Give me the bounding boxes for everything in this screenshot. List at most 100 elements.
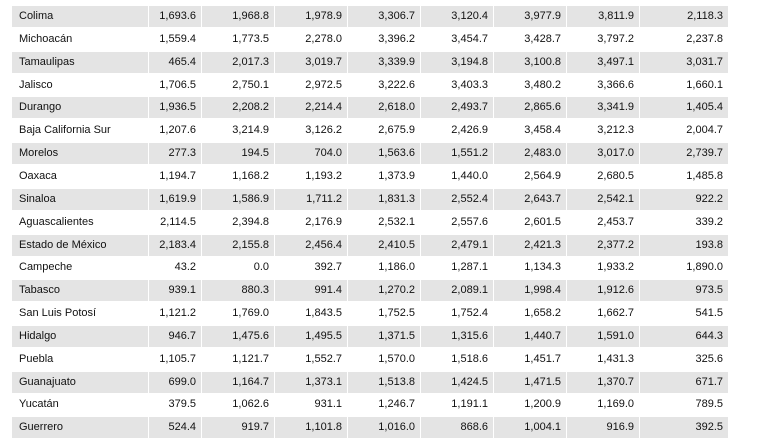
value-cell: 1,831.3: [348, 188, 420, 210]
value-cell: 2,017.3: [202, 51, 274, 73]
value-cell: 2,155.8: [202, 234, 274, 256]
value-cell: 2,865.6: [494, 97, 566, 119]
value-cell: 2,377.2: [567, 234, 639, 256]
value-cell: 2,426.9: [451, 124, 488, 137]
value-cell: 1,371.5: [348, 325, 420, 347]
value-cell: 3,306.7: [348, 6, 420, 27]
value-cell: 1,693.6: [149, 6, 201, 27]
value-cell: 2,237.8: [686, 32, 723, 45]
value-cell: 1,169.0: [597, 398, 634, 411]
value-cell: 2,552.4: [421, 188, 493, 210]
state-name: Campeche: [19, 261, 73, 274]
table-row: Campeche 43.2 0.0 392.7 1,186.0 1,287.1 1,134.…: [12, 257, 728, 278]
value-cell: 1,660.1: [686, 78, 723, 91]
value-cell: 2,618.0: [348, 97, 420, 119]
value-cell: 931.1: [314, 398, 342, 411]
value-cell: 3,214.9: [232, 124, 269, 137]
value-cell: 1,105.7: [159, 352, 196, 365]
table-row: Yucatán 379.5 1,062.6 931.1 1,246.7 1,191.1 1,…: [12, 394, 728, 415]
table-row: Jalisco 1,706.5 2,750.1 2,972.5 3,222.6 3,403…: [12, 75, 728, 96]
value-cell: 671.7: [640, 371, 728, 393]
value-cell: 973.5: [640, 280, 728, 302]
value-cell: 2,183.4: [149, 234, 201, 256]
value-cell: 1,207.6: [159, 124, 196, 137]
state-name: Puebla: [19, 352, 54, 365]
value-cell: 1,194.7: [159, 169, 196, 182]
value-cell: 1,451.7: [524, 352, 561, 365]
value-cell: 379.5: [168, 398, 196, 411]
value-cell: 3,458.4: [524, 124, 561, 137]
value-cell: 1,570.0: [378, 352, 415, 365]
value-cell: 325.6: [695, 352, 723, 365]
value-cell: 2,739.7: [640, 143, 728, 165]
value-cell: 2,601.5: [524, 215, 561, 228]
value-cell: 277.3: [149, 143, 201, 165]
value-cell: 1,513.8: [348, 371, 420, 393]
value-cell: 1,752.5: [378, 307, 415, 320]
state-name: Morelos: [12, 143, 148, 165]
value-cell: 1,193.2: [305, 169, 342, 182]
state-name: Guanajuato: [12, 371, 148, 393]
value-cell: 1,370.7: [567, 371, 639, 393]
value-cell: 465.4: [149, 51, 201, 73]
value-cell: 1,134.3: [524, 261, 561, 274]
value-cell: 1,998.4: [494, 280, 566, 302]
state-name: Oaxaca: [19, 169, 57, 182]
value-cell: 2,680.5: [597, 169, 634, 182]
table-row: Guanajuato 699.0 1,164.7 1,373.1 1,513.8 1,42…: [12, 371, 728, 393]
value-cell: 868.6: [421, 417, 493, 438]
value-cell: 1,495.5: [275, 325, 347, 347]
value-cell: 3,480.2: [524, 78, 561, 91]
table-row: San Luis Potosí 1,121.2 1,769.0 1,843.5 1,75…: [12, 303, 728, 324]
value-cell: 1,101.8: [275, 417, 347, 438]
value-cell: 193.8: [640, 234, 728, 256]
value-cell: 1,706.5: [159, 78, 196, 91]
value-cell: 3,811.9: [567, 6, 639, 27]
value-cell: 3,797.2: [597, 32, 634, 45]
value-cell: 2,493.7: [421, 97, 493, 119]
value-cell: 1,619.9: [149, 188, 201, 210]
value-cell: 3,497.1: [567, 51, 639, 73]
value-cell: 1,373.9: [378, 169, 415, 182]
value-cell: 1,551.2: [421, 143, 493, 165]
value-cell: 3,339.9: [348, 51, 420, 73]
value-cell: 704.0: [275, 143, 347, 165]
value-cell: 1,752.4: [451, 307, 488, 320]
value-cell: 1,586.9: [202, 188, 274, 210]
value-cell: 3,031.7: [640, 51, 728, 73]
value-cell: 0.0: [253, 261, 269, 274]
value-cell: 1,287.1: [451, 261, 488, 274]
value-cell: 1,004.1: [494, 417, 566, 438]
value-cell: 43.2: [174, 261, 196, 274]
value-cell: 1,658.2: [524, 307, 561, 320]
table-row: Puebla 1,105.7 1,121.7 1,552.7 1,570.0 1,518.…: [12, 349, 728, 370]
value-cell: 1,440.7: [494, 325, 566, 347]
value-cell: 1,552.7: [305, 352, 342, 365]
value-cell: 1,933.2: [597, 261, 634, 274]
value-cell: 1,315.6: [421, 325, 493, 347]
value-cell: 1,168.2: [232, 169, 269, 182]
state-name: Jalisco: [19, 78, 53, 91]
value-cell: 3,341.9: [567, 97, 639, 119]
value-cell: 3,403.3: [451, 78, 488, 91]
value-cell: 3,019.7: [275, 51, 347, 73]
value-cell: 946.7: [149, 325, 201, 347]
value-cell: 1,662.7: [597, 307, 634, 320]
value-cell: 2,557.6: [451, 215, 488, 228]
value-cell: 3,120.4: [421, 6, 493, 27]
value-cell: 1,591.0: [567, 325, 639, 347]
value-cell: 1,475.6: [202, 325, 274, 347]
value-cell: 2,004.7: [686, 124, 723, 137]
value-cell: 1,968.8: [202, 6, 274, 27]
state-name: Tamaulipas: [12, 51, 148, 73]
value-cell: 1,121.7: [232, 352, 269, 365]
table-row: Tamaulipas 465.4 2,017.3 3,019.7 3,339.9 3,19…: [12, 51, 728, 73]
value-cell: 1,936.5: [149, 97, 201, 119]
value-cell: 644.3: [640, 325, 728, 347]
value-cell: 880.3: [202, 280, 274, 302]
value-cell: 1,769.0: [232, 307, 269, 320]
value-cell: 1,559.4: [159, 32, 196, 45]
value-cell: 1,373.1: [275, 371, 347, 393]
value-cell: 1,485.8: [686, 169, 723, 182]
table-row: Hidalgo 946.7 1,475.6 1,495.5 1,371.5 1,315.6…: [12, 325, 728, 347]
